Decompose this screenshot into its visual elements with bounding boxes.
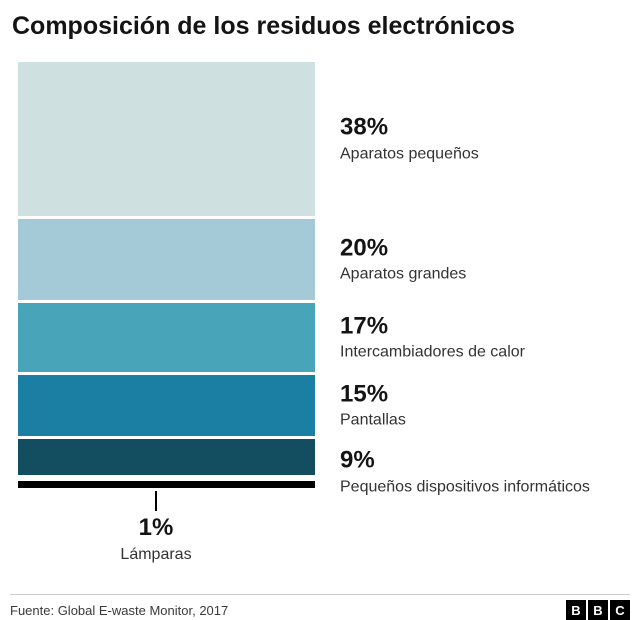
bbc-logo-letter-0: B [566,600,586,620]
source-text: Fuente: Global E-waste Monitor, 2017 [10,602,229,618]
segment-value: 20% [340,234,389,262]
stacked-bar [18,62,315,492]
bar-segment-3 [18,375,315,436]
bbc-logo-letter-1: B [588,600,608,620]
chart-title: Composición de los residuos electrónicos [12,12,515,40]
segment-labels: 38% Aparatos pequeños 20% Aparatos grandes 1… [340,62,634,502]
bar-segment-5 [18,481,315,488]
segment-value: 38% [340,113,389,141]
lamparas-callout: 1% Lámparas [36,491,276,564]
segment-label: Aparatos pequeños [340,145,479,163]
label-group-2: 17% Intercambiadores de calor [340,312,525,363]
segment-label: Intercambiadores de calor [340,343,525,361]
callout-label: Lámparas [120,545,192,563]
bar-segment-0 [18,62,315,216]
label-group-3: 15% Pantallas [340,380,406,431]
label-group-4: 9% Pequeños dispositivos informáticos [340,447,590,498]
bar-segment-1 [18,219,315,300]
bar-segment-4 [18,439,315,475]
label-group-1: 20% Aparatos grandes [340,234,466,285]
label-group-0: 38% Aparatos pequeños [340,114,479,165]
segment-label: Pantallas [340,411,406,429]
callout-value: 1% [138,514,174,541]
bbc-logo-letter-2: C [610,600,630,620]
segment-value: 17% [340,312,389,340]
segment-value: 15% [340,380,389,408]
callout-connector-line [155,491,157,511]
bar-segment-2 [18,303,315,372]
segment-label: Pequeños dispositivos informáticos [340,478,590,496]
segment-label: Aparatos grandes [340,265,467,283]
segment-value: 9% [340,446,375,474]
